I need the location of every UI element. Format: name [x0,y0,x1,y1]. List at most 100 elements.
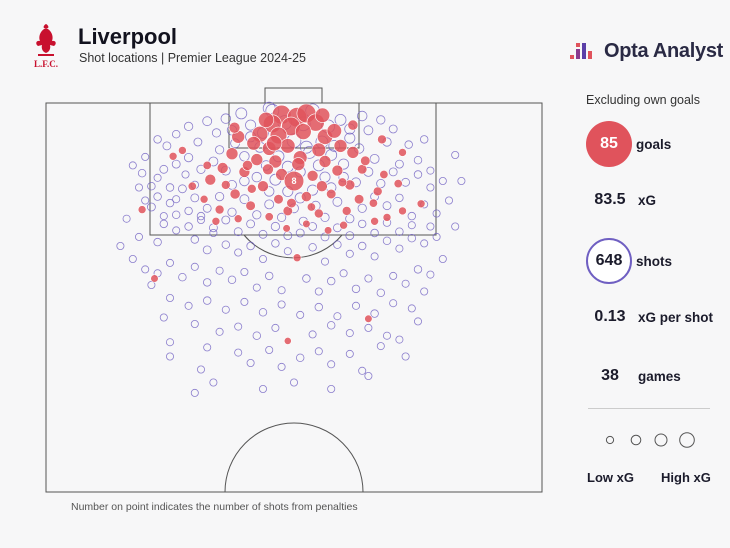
shot-point [190,193,200,203]
goal-point [233,214,243,223]
shot-point [258,254,267,263]
shot-point [308,243,317,252]
shot-point [370,252,379,261]
xg-per-shot-value: 0.13 [594,308,626,325]
shot-point [171,129,181,139]
goal-point [377,134,387,145]
shot-point [271,323,280,332]
divider [588,408,710,409]
goal-point [228,121,241,134]
stat-shots: 648 shots [586,238,672,284]
goal-point [150,274,159,283]
shot-point [413,170,423,179]
goal-point [246,136,261,151]
shot-point [209,378,218,387]
shot-point [457,176,466,185]
shot-point [211,128,222,138]
shot-point [338,158,350,170]
goal-point [187,181,197,191]
shot-point [202,245,212,255]
goal-point [280,138,296,154]
shot-point [327,321,336,330]
goal-point [178,146,187,155]
goal-point [216,162,229,174]
penalty-arc [243,234,343,259]
goal-point [292,253,302,263]
shot-point [426,166,435,175]
shot-point [296,353,305,362]
shot-point [451,222,460,231]
goal-point [302,219,311,228]
shot-point [234,348,243,357]
shot-point [215,192,225,202]
goal-point [416,199,426,209]
goal-point [257,180,269,192]
shot-point [358,241,367,251]
penalty-count-label: 8 [291,176,296,186]
shot-point [202,278,212,287]
shot-point [432,209,441,218]
goal-point [318,155,332,168]
svg-text:L.F.C.: L.F.C. [34,59,58,69]
shot-point [308,330,317,339]
goal-point [333,139,348,153]
shot-point [227,207,237,217]
legend-size-circle [654,433,668,447]
shot-point [190,388,199,397]
shot-point [184,206,193,216]
shot-point [357,110,368,122]
shots-label: shots [636,253,673,269]
shot-point [314,302,323,312]
shot-point [240,297,249,306]
shot-point [162,141,172,151]
goal-point [357,164,368,175]
shot-point [401,279,410,288]
shot-point [327,384,336,393]
shot-point [165,183,175,192]
shot-point [388,124,398,134]
shot-point [451,150,460,159]
shot-point [147,280,156,289]
shot-point [165,293,174,302]
goals-value: 85 [586,121,632,167]
shot-point [184,121,194,132]
shot-point [196,211,206,221]
shot-point [234,322,243,331]
goal-point [242,159,253,171]
shot-point [358,219,367,229]
shot-point [382,201,392,211]
shot-point [172,226,181,235]
shot-point [165,198,175,208]
shot-point [209,228,218,237]
shot-point [251,171,262,183]
shot-point [264,199,275,210]
liverpool-crest-icon: L.F.C. [34,24,58,69]
shot-point [134,232,143,241]
shot-point [438,176,447,185]
shot-point [364,274,373,283]
goal-point [225,147,239,160]
goal-point [168,152,178,161]
shot-point [137,168,147,178]
shot-point [438,254,447,263]
shot-point [401,177,411,187]
shot-point [344,132,356,144]
shot-point [193,137,203,147]
shot-point [320,257,329,266]
goal-point [229,188,241,200]
goal-point [300,191,312,202]
shot-point [172,195,181,204]
stat-games: 38 games [586,367,681,385]
goal-point [273,194,284,205]
goal-point [324,226,333,235]
shot-point [351,284,361,294]
shot-point [389,299,398,308]
shot-point [246,241,255,251]
goal-point [382,213,392,222]
shot-point [395,193,404,203]
shot-point [277,362,286,371]
shot-point [265,271,274,281]
shots-value: 648 [586,238,632,284]
goal-point [264,212,274,222]
goal-point [341,206,352,216]
